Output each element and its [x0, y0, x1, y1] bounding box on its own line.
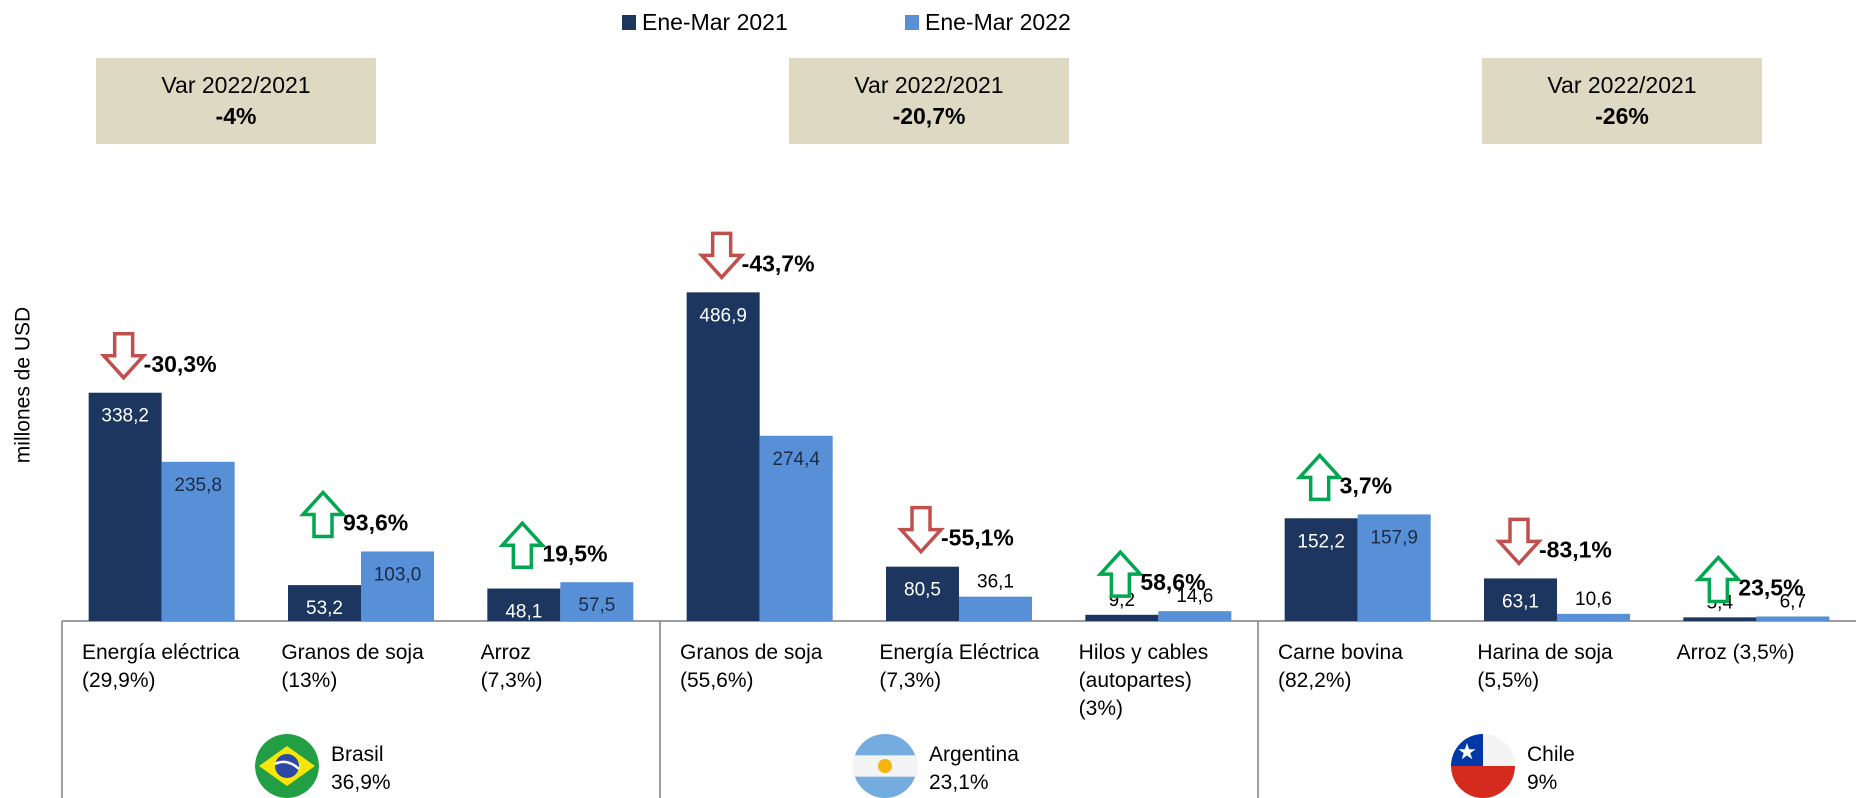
- country-share: 23,1%: [929, 771, 989, 794]
- arrow-up: [1096, 549, 1145, 598]
- change-label: 19,5%: [542, 540, 607, 566]
- change-label: 58,6%: [1140, 569, 1205, 595]
- legend-label: Ene-Mar 2022: [925, 9, 1071, 35]
- bar: [1085, 614, 1159, 621]
- country-name: Chile: [1527, 743, 1575, 766]
- variation-box: Var 2022/2021 -26%: [1482, 58, 1762, 144]
- arrow-up: [498, 520, 547, 569]
- country-name: Argentina: [929, 743, 1019, 766]
- bar: [1484, 578, 1557, 621]
- flag-star: [1458, 743, 1476, 760]
- value-label: 152,2: [1297, 531, 1345, 552]
- bar: [1158, 611, 1232, 621]
- x-tick-label: Carne bovina (82,2%): [1278, 641, 1403, 692]
- bar: [1557, 613, 1630, 621]
- bar: [361, 551, 434, 621]
- variation-title: Var 2022/2021: [854, 72, 1004, 98]
- change-label: -30,3%: [144, 351, 217, 377]
- variation-box: Var 2022/2021 -20,7%: [789, 58, 1069, 144]
- arrow-down: [897, 505, 945, 555]
- x-tick-label: Hilos y cables (autopartes) (3%): [1078, 641, 1209, 720]
- bar: [886, 566, 959, 621]
- bar: [1357, 514, 1431, 621]
- bar: [288, 585, 361, 621]
- country-label: Chile 9%: [1527, 741, 1575, 797]
- value-label: 6,7: [1780, 591, 1806, 612]
- value-label: 80,5: [904, 580, 941, 601]
- flag-globe: [275, 754, 299, 778]
- variation-value: -20,7%: [892, 103, 966, 129]
- value-label: 63,1: [1502, 591, 1539, 612]
- flag: [255, 734, 319, 798]
- bar: [88, 392, 162, 621]
- bar: [560, 582, 634, 621]
- flag-sun: [878, 759, 892, 773]
- value-label: 53,2: [306, 598, 343, 619]
- bar: [161, 461, 235, 621]
- country-share: 9%: [1527, 771, 1558, 794]
- country-label: Brasil 36,9%: [331, 741, 391, 797]
- change-label: 3,7%: [1340, 472, 1392, 498]
- change-label: -43,7%: [742, 250, 815, 276]
- bar: [959, 596, 1032, 621]
- x-tick-label: Energía Eléctrica (7,3%): [879, 641, 1040, 692]
- flag-band: [274, 760, 300, 770]
- arrow-down: [697, 231, 746, 280]
- arrow-down: [1495, 517, 1543, 567]
- bar: [1284, 518, 1358, 621]
- country-label: Argentina 23,1%: [929, 741, 1019, 797]
- value-label: 14,6: [1176, 586, 1213, 607]
- change-label: -55,1%: [941, 525, 1014, 551]
- flag-red: [1451, 766, 1515, 798]
- value-label: 338,2: [101, 406, 149, 427]
- x-tick-label: Granos de soja (13%): [281, 641, 424, 692]
- legend-swatch: [905, 15, 919, 30]
- arrow-down: [99, 331, 148, 381]
- bar: [487, 588, 561, 621]
- variation-box: Var 2022/2021 -4%: [96, 58, 376, 144]
- arrow-up: [1694, 554, 1743, 604]
- value-label: 157,9: [1370, 527, 1418, 548]
- bar: [1683, 617, 1757, 621]
- x-tick-label: Arroz (3,5%): [1676, 641, 1795, 664]
- bar: [1756, 616, 1830, 621]
- value-label: 103,0: [374, 564, 422, 585]
- bar: [686, 292, 760, 621]
- variation-title: Var 2022/2021: [1547, 72, 1697, 98]
- arrow-up: [1295, 452, 1344, 502]
- value-label: 57,5: [578, 595, 615, 616]
- bar: [759, 435, 833, 621]
- change-label: 93,6%: [343, 510, 408, 536]
- y-axis-label: millones de USD: [12, 307, 35, 463]
- x-tick-label: Granos de soja (55,6%): [680, 641, 823, 692]
- x-tick-label: Arroz (7,3%): [480, 641, 543, 692]
- value-label: 274,4: [772, 449, 820, 470]
- flag: [1451, 734, 1515, 798]
- arrow-up: [299, 489, 347, 539]
- x-tick-label: Harina de soja (5,5%): [1477, 641, 1613, 692]
- legend-label: Ene-Mar 2021: [642, 9, 788, 35]
- x-tick-label: Energía eléctrica (29,9%): [82, 641, 240, 692]
- value-label: 10,6: [1575, 589, 1612, 610]
- country-share: 36,9%: [331, 771, 391, 794]
- change-label: -83,1%: [1539, 536, 1612, 562]
- country-name: Brasil: [331, 743, 384, 766]
- variation-value: -4%: [215, 103, 257, 129]
- flag: [853, 734, 917, 798]
- variation-value: -26%: [1595, 103, 1649, 129]
- value-label: 486,9: [699, 305, 747, 326]
- value-label: 36,1: [977, 572, 1014, 593]
- variation-title: Var 2022/2021: [161, 72, 311, 98]
- change-label: 23,5%: [1738, 575, 1803, 601]
- value-label: 235,8: [174, 475, 222, 496]
- legend-swatch: [622, 15, 636, 30]
- value-label: 48,1: [505, 602, 542, 623]
